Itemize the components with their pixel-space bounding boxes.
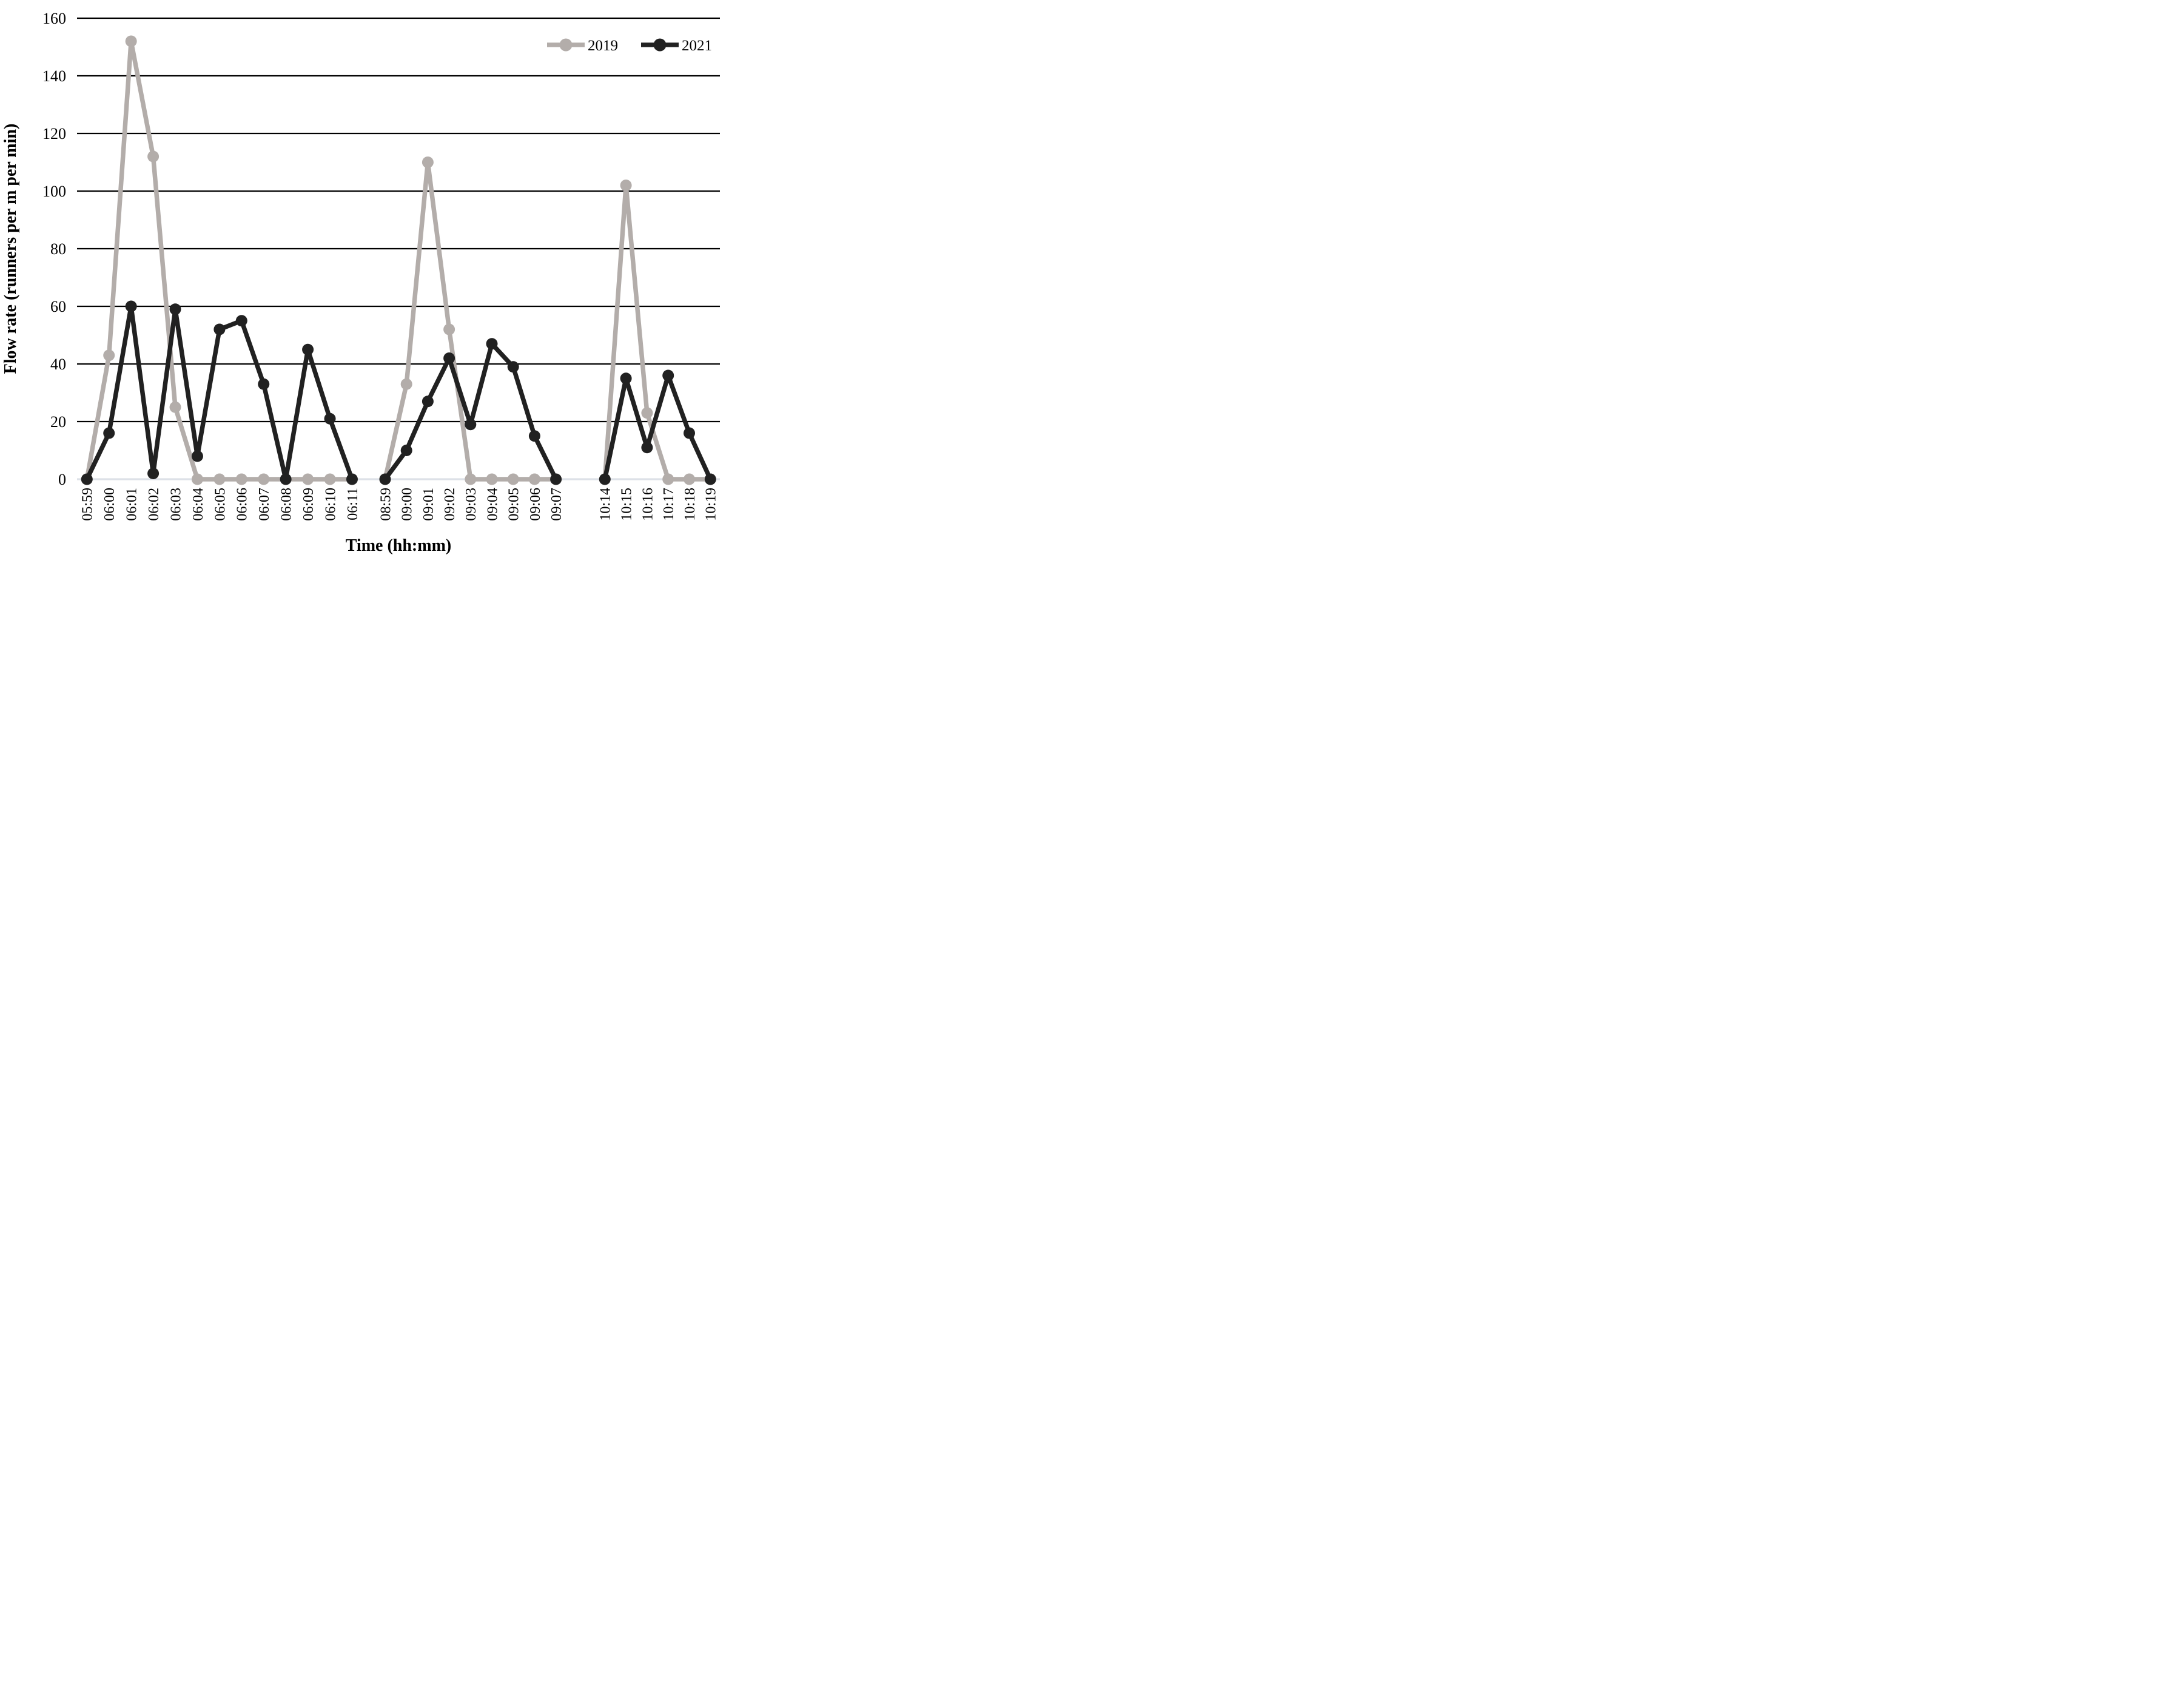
series-2019-marker (662, 473, 674, 485)
series-2021-marker (662, 369, 674, 382)
series-2021-marker (507, 361, 519, 373)
series-2021-marker (528, 430, 540, 442)
x-tick-label: 06:02 (146, 488, 162, 521)
legend-marker-icon (559, 38, 573, 52)
x-tick-label: 06:04 (190, 488, 206, 521)
series-2021-marker (103, 427, 115, 439)
chart-canvas: 0 20 40 60 80 100 120 140 160 05:59 06:00 06:01 06:0… (1, 10, 720, 555)
series-2019-marker (147, 150, 160, 163)
x-axis-title: Time (hh:mm) (346, 536, 451, 555)
series-2019-marker (302, 473, 314, 485)
y-tick-label: 140 (42, 67, 66, 85)
series-2021-marker (684, 427, 695, 439)
series-2021-marker (346, 473, 358, 485)
series-2021-marker (379, 473, 391, 485)
series-2021-marker (169, 303, 181, 315)
x-tick-label: 10:17 (661, 488, 677, 521)
x-tick-label: 06:09 (301, 488, 317, 521)
series-2021-marker (235, 315, 247, 327)
series-2021-marker (81, 473, 93, 485)
x-tick-label: 10:18 (682, 488, 698, 521)
y-tick-label: 40 (50, 355, 66, 373)
x-tick-label: 10:19 (704, 488, 719, 521)
x-tick-label: 08:59 (378, 488, 394, 521)
legend-item-2019: 2019 (547, 38, 618, 54)
y-tick-label: 100 (42, 183, 66, 200)
x-tick-label: 06:01 (124, 488, 140, 521)
series-2019-marker (191, 473, 203, 485)
series-2019-marker (213, 473, 226, 485)
series-2019-line (383, 160, 559, 482)
series-2021-marker (324, 412, 336, 425)
x-tick-label: 09:00 (400, 488, 415, 521)
x-tick-label: 09:05 (506, 488, 522, 521)
x-tick-label: 09:04 (485, 488, 500, 521)
x-tick-label: 06:05 (212, 488, 228, 521)
y-tick-label: 0 (58, 471, 66, 488)
x-tick-label: 09:01 (421, 488, 437, 521)
y-tick-label: 60 (50, 298, 66, 315)
series-2021-marker (486, 338, 498, 350)
x-tick-label: 09:06 (528, 488, 543, 521)
y-axis-title: Flow rate (runners per m per min) (1, 124, 20, 374)
legend-label: 2021 (682, 38, 712, 54)
x-tick-label: 05:59 (80, 488, 96, 521)
x-tick-label: 06:11 (345, 488, 361, 520)
series-2021-marker (704, 473, 716, 485)
x-tick-label: 06:07 (257, 488, 272, 521)
x-tick-label: 06:00 (102, 488, 118, 521)
series-2021-marker (550, 473, 562, 485)
series-2019-marker (507, 473, 519, 485)
x-tick-label: 09:02 (442, 488, 458, 521)
y-tick-label: 80 (50, 240, 66, 258)
series-2019-marker (528, 473, 540, 485)
series-2019-marker (684, 473, 695, 485)
series-2019-marker (641, 407, 653, 419)
x-tick-label: 06:06 (235, 488, 250, 521)
legend-marker-icon (653, 38, 667, 52)
series-2019-marker (258, 473, 270, 485)
flow-rate-line-chart: 0 20 40 60 80 100 120 140 160 05:59 06:00 06:01 06:0… (0, 0, 728, 564)
series-2021-marker (191, 450, 203, 462)
series-2021-marker (599, 473, 611, 485)
series-2021-marker (620, 372, 632, 385)
series-2021-marker (443, 352, 455, 364)
series-2021-marker (280, 473, 292, 485)
x-tick-label: 10:14 (598, 488, 614, 521)
x-tick-label: 10:15 (619, 488, 635, 521)
series-2019-marker (103, 349, 115, 362)
series-2021-marker (258, 378, 270, 390)
series-2019-marker (235, 473, 247, 485)
y-tick-label: 20 (50, 413, 66, 431)
x-tick-label: 09:07 (549, 488, 565, 521)
series-2019-marker (486, 473, 498, 485)
series-2021-marker (400, 445, 412, 456)
series-2021-marker (422, 396, 434, 408)
series-2021-marker (465, 419, 477, 431)
series-2019-marker (125, 35, 137, 47)
y-tick-label: 120 (42, 125, 66, 143)
series-2021-marker (147, 468, 160, 479)
series-2021-marker (125, 300, 137, 312)
series-2021-marker (302, 343, 314, 355)
series-2019-marker (620, 180, 632, 191)
x-tick-label: 06:08 (279, 488, 295, 521)
series-2019-marker (465, 473, 477, 485)
series-2019-marker (169, 401, 181, 413)
series-2019-marker (324, 473, 336, 485)
legend-label: 2019 (588, 38, 618, 54)
legend-item-2021: 2021 (641, 38, 712, 54)
series-2021-line (602, 373, 713, 482)
series-2019-line (84, 39, 355, 482)
series-2019-marker (422, 157, 434, 168)
series-2021-marker (213, 323, 226, 335)
x-tick-label: 09:03 (463, 488, 479, 521)
series-2019-marker (400, 378, 412, 390)
series-2021-marker (641, 442, 653, 454)
y-tick-label: 160 (42, 10, 66, 27)
series-2019-marker (443, 323, 455, 335)
x-tick-label: 06:10 (323, 488, 338, 521)
x-tick-label: 10:16 (640, 488, 656, 521)
x-tick-label: 06:03 (168, 488, 184, 521)
